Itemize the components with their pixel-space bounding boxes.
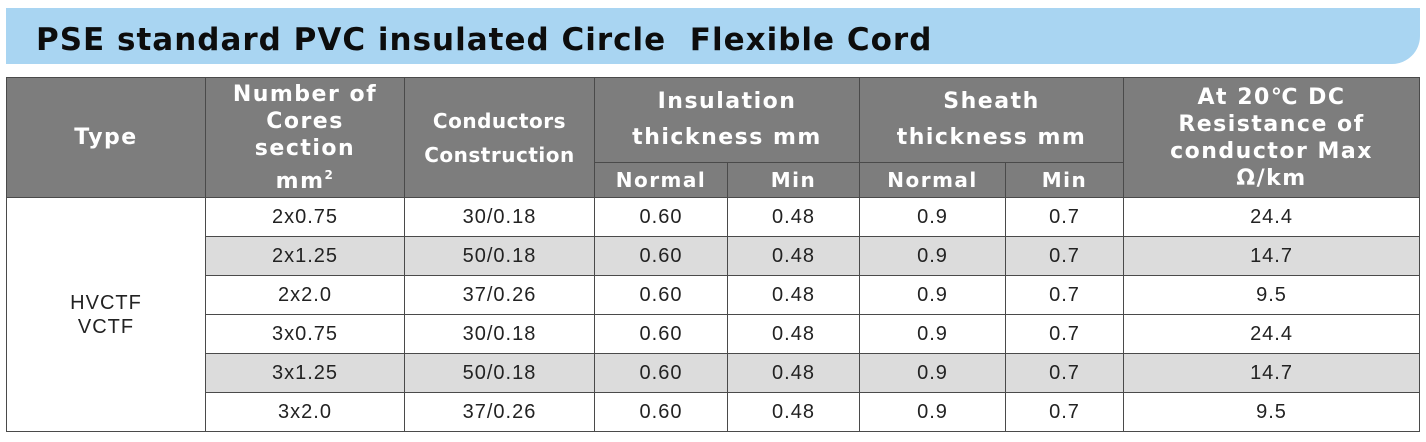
header-sheath-normal: Normal: [859, 162, 1007, 198]
cell-insulation-normal: 0.60: [594, 236, 728, 276]
cell-cores: 3x1.25: [205, 353, 405, 393]
table-row: 2x1.25 50/0.18 0.60 0.48 0.9 0.7 14.7: [7, 236, 1421, 276]
cell-insulation-min: 0.48: [726, 275, 861, 315]
header-type: Type: [6, 77, 206, 198]
cell-sheath-normal: 0.9: [859, 275, 1007, 315]
header-resistance-line: conductor Max: [1170, 138, 1373, 164]
cell-cores: 3x2.0: [205, 392, 405, 432]
cell-cores: 2x2.0: [205, 275, 405, 315]
header-sheath-min: Min: [1005, 162, 1125, 198]
cell-insulation-normal: 0.60: [594, 353, 728, 393]
cell-sheath-min: 0.7: [1005, 236, 1125, 276]
table-row: 3x2.0 37/0.26 0.60 0.48 0.9 0.7 9.5: [7, 392, 1421, 432]
header-sheath-line: Sheath: [943, 89, 1040, 114]
header-cores: Number of Cores section mm2: [205, 77, 405, 198]
cell-sheath-normal: 0.9: [859, 392, 1007, 432]
cell-insulation-min: 0.48: [726, 392, 861, 432]
table-row: 3x0.75 30/0.18 0.60 0.48 0.9 0.7 24.4: [7, 314, 1421, 354]
cell-insulation-min: 0.48: [726, 197, 861, 237]
cell-insulation-normal: 0.60: [594, 392, 728, 432]
cell-insulation-normal: 0.60: [594, 314, 728, 354]
cell-sheath-min: 0.7: [1005, 392, 1125, 432]
table-row: 2x2.0 37/0.26 0.60 0.48 0.9 0.7 9.5: [7, 275, 1421, 315]
cell-cores: 3x0.75: [205, 314, 405, 354]
cell-resistance: 24.4: [1123, 314, 1421, 354]
header-cores-line: Cores: [266, 108, 344, 134]
spec-table: Type Number of Cores section mm2 Conduct…: [6, 77, 1421, 432]
cell-sheath-normal: 0.9: [859, 236, 1007, 276]
cell-resistance: 14.7: [1123, 353, 1421, 393]
header-insulation-line: thickness mm: [632, 125, 822, 150]
type-cell: HVCTF VCTF: [6, 197, 206, 432]
cell-insulation-min: 0.48: [726, 314, 861, 354]
table-row: HVCTF VCTF 2x0.75 30/0.18 0.60 0.48 0.9 …: [6, 197, 1421, 432]
unit-mm: mm: [275, 168, 325, 194]
cell-construction: 30/0.18: [404, 314, 595, 354]
cell-sheath-normal: 0.9: [859, 353, 1007, 393]
cell-insulation-normal: 0.60: [594, 197, 728, 237]
title-banner: PSE standard PVC insulated Circle Flexib…: [6, 8, 1420, 64]
type-label: HVCTF: [70, 291, 142, 314]
header-resistance: At 20℃ DC Resistance of conductor Max Ω/…: [1123, 77, 1421, 198]
cell-sheath-min: 0.7: [1005, 314, 1125, 354]
cell-sheath-normal: 0.9: [859, 197, 1007, 237]
header-conductors: Conductors Construction: [404, 77, 595, 198]
cell-construction: 50/0.18: [404, 353, 595, 393]
header-sheath: Sheath thickness mm: [859, 77, 1125, 163]
header-insulation: Insulation thickness mm: [593, 77, 861, 163]
cell-cores: 2x0.75: [205, 197, 405, 237]
cell-sheath-min: 0.7: [1005, 353, 1125, 393]
header-resistance-line: At 20℃ DC: [1197, 84, 1346, 110]
cell-construction: 30/0.18: [404, 197, 595, 237]
cell-construction: 50/0.18: [404, 236, 595, 276]
header-cores-unit: mm2: [207, 162, 404, 195]
header-conductors-line: Conductors: [432, 108, 567, 133]
header-cores-line: section: [254, 135, 356, 161]
header-cores-line: Number of: [232, 81, 378, 107]
cell-insulation-normal: 0.60: [594, 275, 728, 315]
cell-construction: 37/0.26: [404, 275, 595, 315]
unit-superscript: 2: [324, 167, 335, 182]
cell-resistance: 9.5: [1123, 275, 1421, 315]
header-conductors-line: Construction: [424, 142, 575, 167]
cell-construction: 37/0.26: [404, 392, 595, 432]
table-row: 3x1.25 50/0.18 0.60 0.48 0.9 0.7 14.7: [7, 353, 1421, 393]
header-insulation-normal: Normal: [594, 162, 728, 198]
header-resistance-line: Resistance of: [1178, 111, 1365, 137]
header-resistance-line: Ω/km: [1236, 165, 1307, 191]
type-label: VCTF: [77, 315, 135, 338]
cell-insulation-min: 0.48: [726, 353, 861, 393]
cell-sheath-min: 0.7: [1005, 197, 1125, 237]
header-insulation-line: Insulation: [657, 89, 797, 114]
header-sheath-line: thickness mm: [896, 125, 1087, 150]
cell-resistance: 14.7: [1123, 236, 1421, 276]
cell-resistance: 9.5: [1123, 392, 1421, 432]
cell-sheath-min: 0.7: [1005, 275, 1125, 315]
page-title: PSE standard PVC insulated Circle Flexib…: [36, 22, 933, 58]
cell-resistance: 24.4: [1123, 197, 1421, 237]
cell-cores: 2x1.25: [205, 236, 405, 276]
cell-insulation-min: 0.48: [726, 236, 861, 276]
header-insulation-min: Min: [726, 162, 861, 198]
cell-sheath-normal: 0.9: [859, 314, 1007, 354]
